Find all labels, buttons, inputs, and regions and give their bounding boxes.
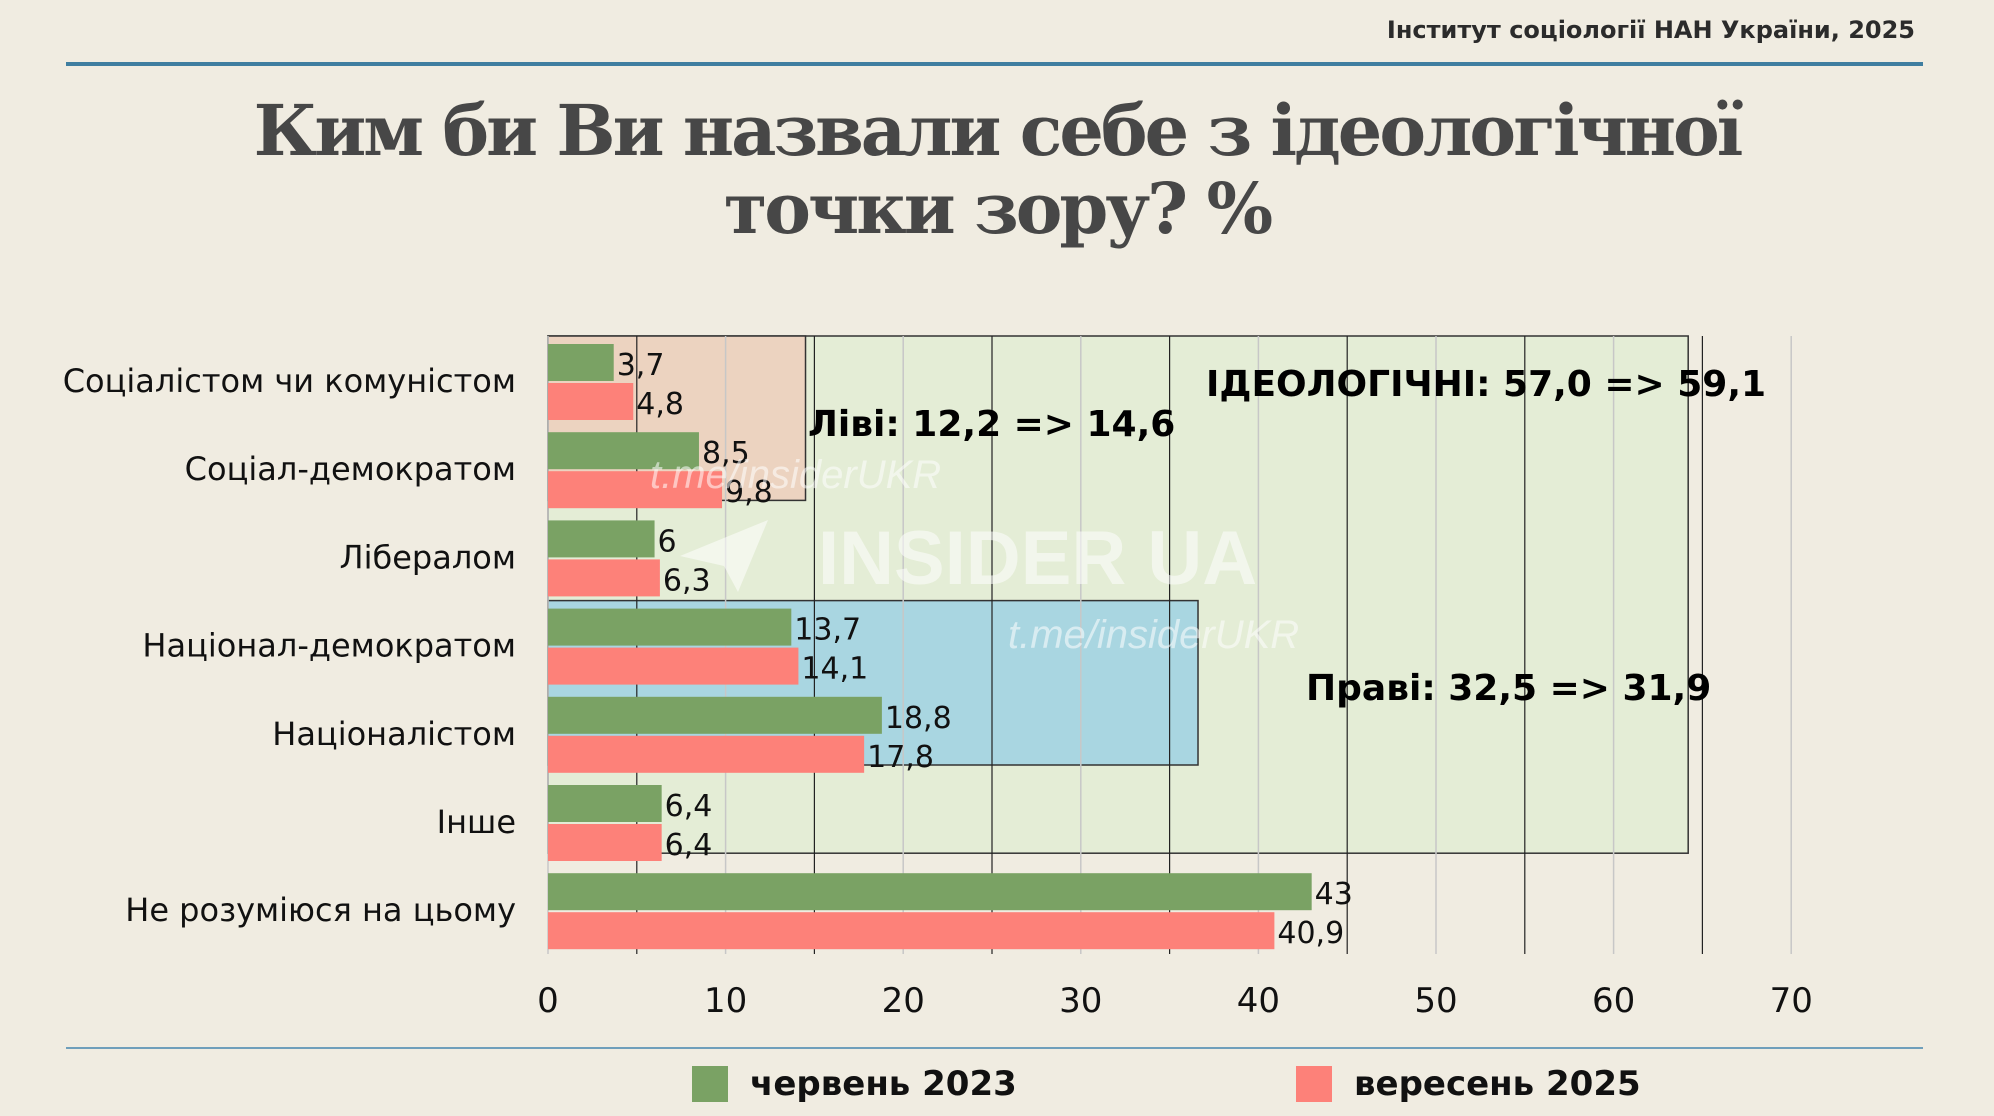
group-annotation-1: Праві: 32,5 => 31,9 [1306,668,1711,709]
legend-swatch-june-2023 [692,1066,728,1102]
watermark: t.me/insiderUKR INSIDER UA t.me/insiderU… [650,453,1299,657]
data-label-s1-c6: 40,9 [1277,916,1344,951]
data-label-s0-c5: 6,4 [665,789,713,824]
data-label-s0-c6: 43 [1315,877,1353,912]
data-label-s0-c1: 8,5 [702,436,750,471]
x-tick-label-7: 70 [1770,981,1813,1021]
bar-chart: 3,7 8,5 6 13,7 18,8 6,4 43 4,8 9,8 6,3 14,1 17,8 6,4… [63,335,1813,1021]
watermark-link-top: t.me/insiderUKR [650,453,941,497]
data-label-s1-c3: 14,1 [801,652,868,687]
group-annotation-2: ІДЕОЛОГІЧНІ: 57,0 => 59,1 [1206,364,1766,405]
bar-s0-c2 [548,520,655,558]
source-label: Інститут соціології НАН України, 2025 [1386,16,1915,44]
bottom-divider [66,1047,1923,1049]
category-label-6: Не розуміюся на цьому [125,891,516,929]
bar-s0-c1 [548,432,699,470]
bar-s0-c6 [548,873,1312,911]
data-label-s1-c1: 9,8 [725,475,773,510]
category-label-0: Соціалістом чи комуністом [63,362,516,400]
legend-item-june-2023: червень 2023 [692,1064,1017,1104]
data-label-s0-c3: 13,7 [794,613,861,648]
category-label-1: Соціал-демократом [185,450,516,488]
telegram-icon [680,520,768,592]
bar-s1-c1 [548,471,723,509]
data-label-s1-c2: 6,3 [663,563,711,598]
bar-s0-c3 [548,608,792,646]
bar-s1-c0 [548,383,634,420]
data-label-s0-c4: 18,8 [885,701,952,736]
category-label-5: Інше [437,803,516,841]
chart-title-line-2: точки зору? % [723,167,1273,250]
bar-s1-c3 [548,647,799,685]
data-label-s0-c2: 6 [658,524,677,559]
category-label-2: Лібералом [340,538,516,576]
group-annotation-0: Ліві: 12,2 => 14,6 [808,404,1175,445]
x-tick-label-6: 60 [1592,981,1635,1021]
bar-s1-c4 [548,735,865,773]
data-label-s1-c4: 17,8 [867,740,934,775]
category-label-4: Націоналістом [272,715,516,753]
bar-s0-c4 [548,696,882,734]
bar-s1-c2 [548,559,660,597]
labels: 3,7 8,5 6 13,7 18,8 6,4 43 4,8 9,8 6,3 14,1 17,8 6,4… [63,348,1813,1021]
x-tick-label-0: 0 [537,981,559,1021]
legend-label-september-2025: вересень 2025 [1354,1064,1641,1104]
chart-title: Ким би Ви назвали себе з ідеологічної то… [0,92,1994,248]
data-label-s1-c0: 4,8 [636,387,684,422]
bars [548,344,1312,950]
category-label-3: Націонал-демократом [142,627,516,665]
bar-s0-c0 [548,344,614,381]
x-tick-label-5: 50 [1414,981,1457,1021]
bar-s1-c6 [548,912,1275,950]
x-tick-label-4: 40 [1237,981,1280,1021]
top-divider [66,62,1923,66]
data-label-s1-c5: 6,4 [665,828,713,863]
legend-item-september-2025: вересень 2025 [1296,1064,1641,1104]
x-tick-label-3: 30 [1059,981,1102,1021]
bar-s1-c5 [548,824,662,861]
x-tick-label-2: 20 [882,981,925,1021]
x-tick-label-1: 10 [704,981,747,1021]
chart-title-line-1: Ким би Ви назвали себе з ідеологічної [253,89,1744,172]
legend-label-june-2023: червень 2023 [750,1064,1017,1104]
watermark-brand: INSIDER UA [818,516,1257,601]
watermark-link-bottom: t.me/insiderUKR [1008,613,1299,657]
bar-s0-c5 [548,785,662,822]
legend-swatch-september-2025 [1296,1066,1332,1102]
data-label-s0-c0: 3,7 [617,348,665,383]
